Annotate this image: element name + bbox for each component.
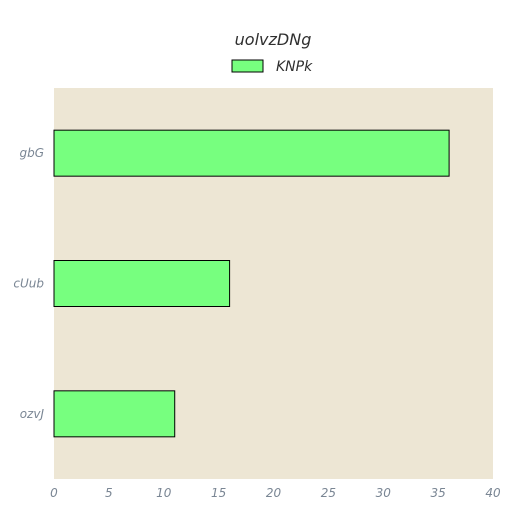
x-tick-label: 35 <box>430 486 445 500</box>
y-tick-label: gbG <box>19 146 44 160</box>
legend-label: KNPk <box>276 59 313 75</box>
bar-cUub <box>53 260 231 307</box>
legend: KNPk <box>231 59 313 75</box>
y-tick-label: cUub <box>13 277 44 291</box>
x-tick-label: 15 <box>211 486 226 500</box>
bars-group <box>53 129 450 438</box>
x-tick-label: 25 <box>321 486 336 500</box>
y-axis-labels: gbG cUub ozvJ <box>13 146 44 421</box>
bar-ozvJ <box>53 390 176 438</box>
x-tick-label: 20 <box>266 486 282 500</box>
x-tick-label: 0 <box>50 486 58 500</box>
legend-swatch <box>231 59 264 73</box>
y-tick-label: ozvJ <box>20 407 45 421</box>
x-tick-label: 30 <box>376 486 392 500</box>
x-tick-label: 5 <box>105 486 113 500</box>
chart-title: uolvzDNg <box>235 30 312 49</box>
x-axis-labels: 0 5 10 15 20 25 30 35 40 <box>50 486 501 500</box>
x-tick-label: 10 <box>156 486 172 500</box>
bar-gbG <box>53 129 450 177</box>
x-tick-label: 40 <box>485 486 501 500</box>
